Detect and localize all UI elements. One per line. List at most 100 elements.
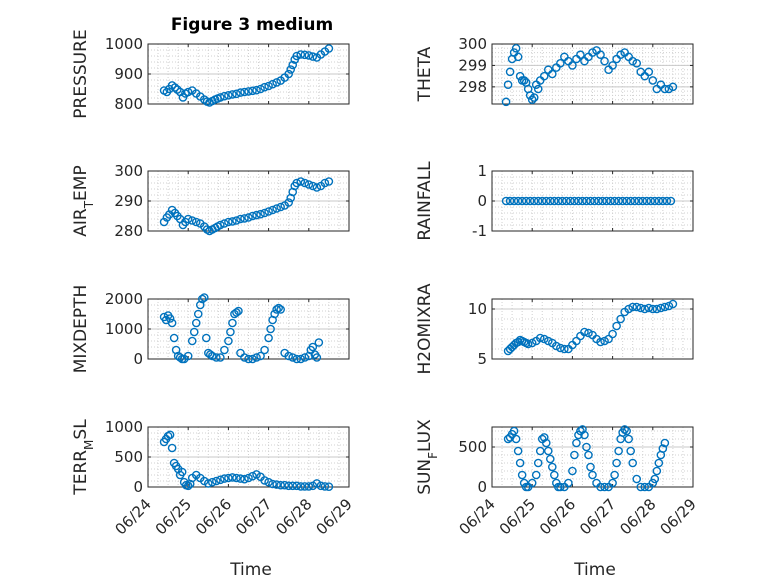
data-point [598, 196, 607, 206]
x-tick-label: 06/24 [112, 495, 155, 538]
data-point [543, 65, 553, 75]
data-point [632, 58, 642, 68]
data-point [232, 216, 241, 225]
data-point [228, 217, 237, 226]
data-point [511, 434, 521, 444]
data-point [660, 438, 670, 448]
data-point [169, 333, 179, 343]
data-point [570, 196, 579, 206]
data-point [320, 482, 330, 491]
data-point [602, 196, 611, 206]
y-tick-label: 0 [477, 478, 487, 496]
data-point [543, 336, 553, 346]
y-tick-label: 900 [114, 65, 143, 83]
data-point [505, 67, 515, 77]
data-point [292, 481, 302, 491]
data-point [541, 438, 551, 448]
data-point [220, 345, 229, 355]
y-tick-label: 500 [458, 438, 487, 456]
data-point [564, 478, 573, 488]
data-point [636, 482, 646, 492]
data-point [620, 425, 629, 434]
y-tick-label: 0 [133, 350, 143, 368]
y-axis-label: SUNFLUX [415, 419, 440, 495]
data-point [624, 434, 633, 444]
data-point [296, 177, 306, 186]
data-point [320, 178, 330, 188]
data-point [636, 303, 646, 313]
panel-air-temp: 280 290 300 AIRTEMP [71, 162, 350, 240]
data-point [624, 52, 633, 62]
data-point [224, 473, 233, 483]
data-point [252, 353, 261, 362]
data-point [596, 337, 605, 347]
axes-box [491, 426, 694, 488]
data-point [216, 93, 225, 102]
axes-box [491, 43, 694, 105]
y-axis-label: TERRMSL [71, 419, 96, 496]
data-point [292, 51, 302, 61]
data-point [228, 473, 237, 482]
data-point [300, 353, 310, 362]
data-point [552, 341, 561, 351]
data-point [562, 196, 571, 206]
data-point [240, 214, 249, 223]
y-axis-label: RAINFALL [415, 161, 435, 241]
data-point [165, 314, 175, 323]
data-point [167, 443, 177, 453]
data-point [638, 196, 648, 206]
y-tick-label: 800 [114, 95, 143, 113]
data-point [612, 54, 621, 64]
y-tick-label: 1000 [105, 418, 143, 436]
y-tick-label: 299 [458, 56, 487, 74]
data-point [509, 196, 519, 206]
data-point [519, 76, 529, 85]
axes-box [491, 298, 694, 360]
data-point [212, 476, 221, 486]
data-point [232, 308, 241, 317]
data-point [658, 444, 668, 453]
data-point [610, 470, 619, 480]
data-point [236, 348, 245, 358]
data-point [634, 196, 644, 206]
data-point [216, 475, 225, 485]
data-point [244, 87, 253, 96]
data-point [203, 479, 213, 488]
data-point [554, 196, 563, 206]
x-tick-label: 06/25 [152, 495, 195, 538]
data-point [654, 458, 664, 468]
data-point [527, 338, 537, 348]
data-point [527, 95, 537, 105]
data-point [650, 196, 660, 206]
data-point [527, 478, 537, 488]
data-point [612, 321, 621, 331]
data-point [537, 196, 547, 206]
data-point [580, 430, 589, 440]
data-point [640, 71, 650, 81]
y-tick-label: 1000 [105, 35, 143, 53]
data-point [648, 304, 658, 314]
data-point [596, 482, 605, 492]
data-point [276, 480, 285, 490]
data-point [501, 196, 511, 206]
data-point [191, 318, 201, 328]
data-point [236, 88, 245, 97]
data-point [268, 479, 277, 489]
data-point [220, 91, 229, 101]
data-point [622, 196, 631, 206]
data-point [580, 56, 589, 66]
y-tick-label: 0 [477, 192, 487, 210]
data-point [523, 339, 533, 349]
data-point [167, 318, 177, 328]
data-point [539, 71, 549, 81]
data-point [234, 306, 243, 316]
data-point [640, 304, 650, 314]
y-axis-label: PRESSURE [71, 29, 91, 118]
data-point [300, 178, 310, 188]
data-point [608, 478, 617, 488]
data-point [266, 324, 275, 334]
data-point [640, 482, 650, 492]
data-point [654, 196, 664, 206]
data-point [189, 327, 199, 337]
